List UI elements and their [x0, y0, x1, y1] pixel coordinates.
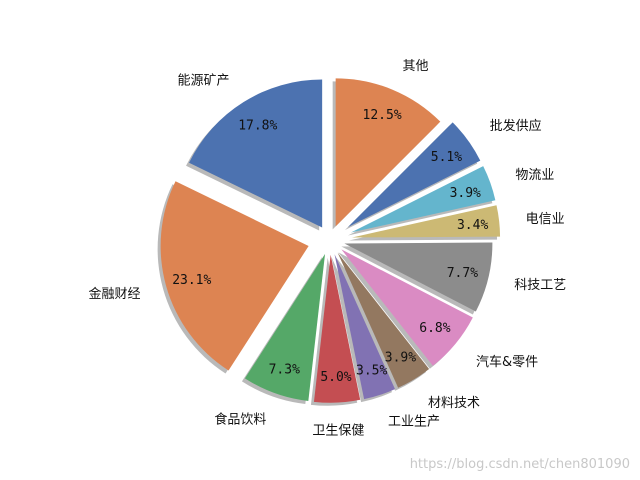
- slice-percent-label: 17.8%: [238, 119, 277, 134]
- watermark: https://blog.csdn.net/chen801090: [409, 457, 630, 472]
- slice-label: 物流业: [515, 168, 554, 183]
- pie-slice: [348, 122, 481, 228]
- slice-label: 材料技术: [428, 396, 480, 411]
- pie-slice: [313, 254, 361, 403]
- slice-label: 能源矿产: [177, 73, 229, 88]
- pie-slice: [334, 254, 396, 400]
- pie-slice: [350, 166, 496, 233]
- slice-percent-label: 6.8%: [419, 321, 450, 336]
- slice-label: 工业生产: [388, 414, 440, 429]
- slice-label: 其他: [402, 59, 428, 74]
- pie-slice: [341, 249, 473, 366]
- slice-percent-label: 5.1%: [431, 150, 462, 165]
- pie-slice: [352, 205, 501, 238]
- pie-slice: [337, 252, 430, 388]
- pie-slice: [344, 242, 493, 312]
- pie-slice: [244, 253, 326, 401]
- slice-label: 卫生保健: [312, 423, 364, 438]
- pie-slice: [335, 78, 441, 227]
- slice-percent-label: 5.0%: [320, 370, 351, 385]
- pie-slice: [160, 181, 309, 371]
- slice-percent-label: 7.3%: [269, 362, 300, 377]
- slice-percent-label: 3.9%: [450, 186, 481, 201]
- slice-label: 金融财经: [88, 286, 140, 302]
- slice-label: 科技工艺: [514, 278, 566, 293]
- slice-percent-label: 3.4%: [457, 218, 488, 233]
- slice-label: 批发供应: [490, 118, 542, 134]
- slice-percent-label: 3.9%: [385, 351, 416, 366]
- slice-label: 电信业: [526, 212, 565, 227]
- slice-label: 食品饮料: [214, 411, 266, 427]
- slice-percent-label: 23.1%: [172, 273, 211, 288]
- slice-percent-label: 7.7%: [447, 266, 478, 281]
- slice-label: 汽车&零件: [476, 354, 538, 370]
- slice-percent-label: 12.5%: [363, 108, 402, 123]
- slice-percent-label: 3.5%: [356, 364, 387, 379]
- pie-slice: [189, 79, 323, 228]
